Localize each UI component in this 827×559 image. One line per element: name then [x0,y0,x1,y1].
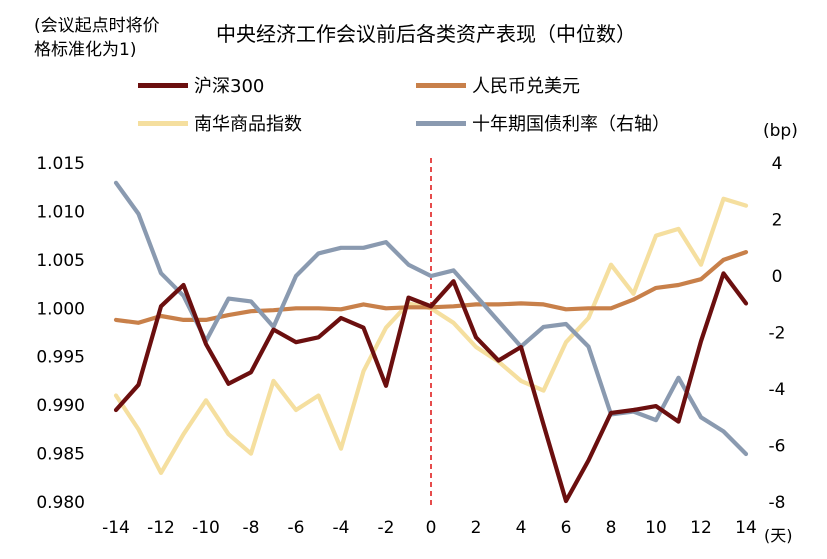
x-axis-tick-label: -4 [333,518,350,538]
x-axis-tick-label: 6 [561,518,572,538]
x-axis-tick-label: -12 [147,518,175,538]
legend-swatch-10y-yield [416,120,466,126]
series-line-hs300 [113,271,749,504]
legend-item-cny-usd: 人民币兑美元 [416,72,580,98]
x-axis-tick-label: -6 [288,518,305,538]
legend-label-10y-yield: 十年期国债利率（右轴） [472,114,670,135]
note-line-2: 格标准化为1) [34,40,137,60]
x-axis-tick-label: -2 [378,518,395,538]
right-axis-tick-label: -8 [769,493,786,513]
legend-label-nanhua: 南华商品指数 [194,114,302,135]
legend-label-cny-usd: 人民币兑美元 [472,76,580,97]
x-axis-unit: (天) [764,526,793,545]
x-axis-tick-label: -10 [192,518,220,538]
series-line-10y-yield [113,180,749,457]
x-axis-tick-label: 14 [735,518,757,538]
legend-swatch-hs300 [138,82,188,88]
x-axis-tick-label: 0 [426,518,437,538]
legend-swatch-cny-usd [416,82,466,88]
left-axis-tick-label: 1.010 [36,202,85,222]
legend-item-hs300: 沪深300 [138,72,264,98]
legend-label-hs300: 沪深300 [194,76,265,97]
left-axis-tick-label: 0.980 [36,493,85,513]
note-line-1: (会议起点时将价 [34,16,160,36]
left-axis-tick-label: 0.985 [36,445,85,465]
left-axis-tick-label: 1.000 [36,299,85,319]
right-axis-tick-label: 2 [772,211,783,231]
right-axis-tick-label: -4 [769,380,786,400]
normalization-note: (会议起点时将价 格标准化为1) [34,14,160,62]
x-axis-tick-label: 10 [645,518,667,538]
right-axis-tick-label: -2 [769,324,786,344]
x-axis-tick-label: -14 [102,518,130,538]
left-axis-tick-label: 1.015 [36,154,85,174]
left-axis-tick-label: 0.995 [36,348,85,368]
legend-item-nanhua: 南华商品指数 [138,110,302,136]
right-axis-tick-label: 4 [772,154,783,174]
left-axis-tick-label: 1.005 [36,251,85,271]
x-axis-tick-label: 2 [471,518,482,538]
x-axis-tick-label: 12 [690,518,712,538]
legend-swatch-nanhua [138,120,188,126]
x-axis-tick-label: 4 [516,518,527,538]
right-axis-tick-label: 0 [772,267,783,287]
x-axis-tick-label: 8 [606,518,617,538]
chart-title: 中央经济工作会议前后各类资产表现（中位数） [216,22,636,46]
right-axis-unit: (bp) [763,121,798,141]
left-axis-tick-label: 0.990 [36,396,85,416]
right-axis-tick-label: -6 [769,437,786,457]
legend-item-10y-yield: 十年期国债利率（右轴） [416,110,670,136]
x-axis-tick-label: -8 [243,518,260,538]
